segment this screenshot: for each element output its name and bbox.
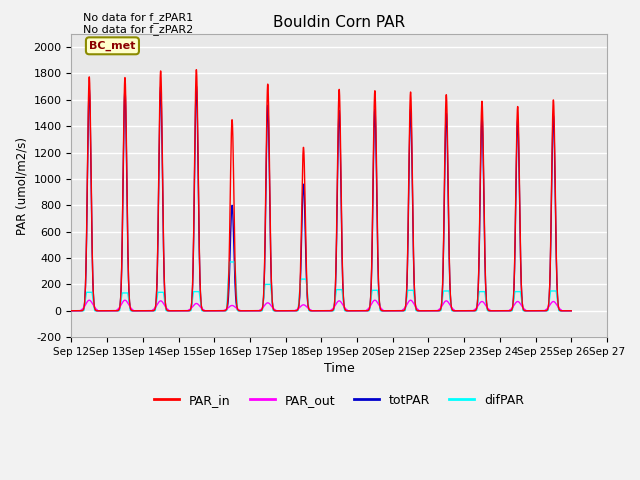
Text: BC_met: BC_met: [89, 41, 136, 51]
Y-axis label: PAR (umol/m2/s): PAR (umol/m2/s): [15, 136, 28, 235]
Text: No data for f_zPAR2: No data for f_zPAR2: [83, 24, 193, 35]
Text: No data for f_zPAR1: No data for f_zPAR1: [83, 12, 193, 23]
Legend: PAR_in, PAR_out, totPAR, difPAR: PAR_in, PAR_out, totPAR, difPAR: [149, 389, 529, 412]
Title: Bouldin Corn PAR: Bouldin Corn PAR: [273, 15, 405, 30]
X-axis label: Time: Time: [324, 362, 355, 375]
